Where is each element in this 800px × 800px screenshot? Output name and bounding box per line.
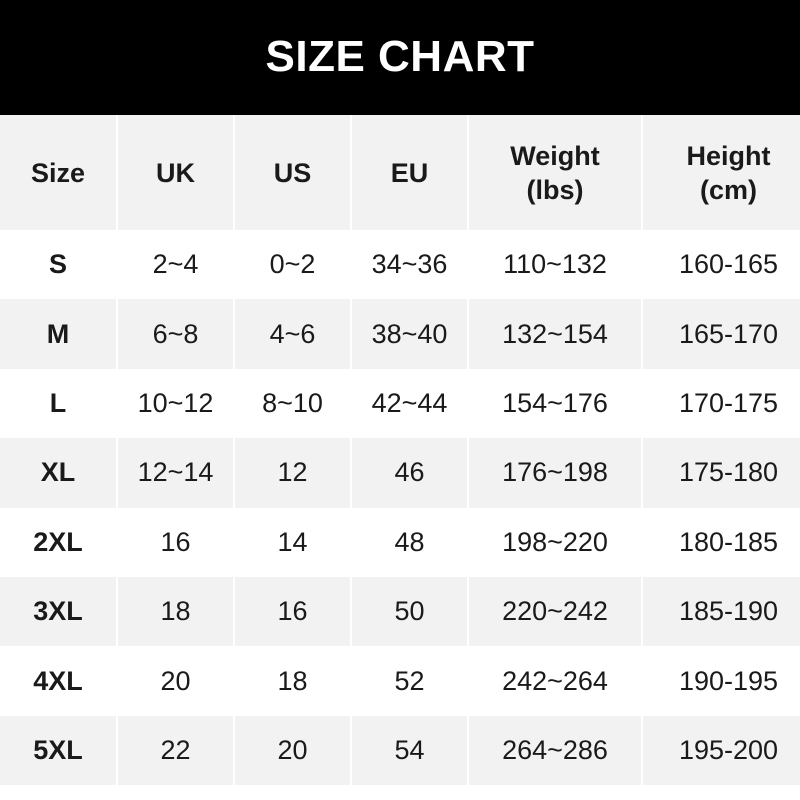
column-header-uk: UK	[118, 115, 233, 230]
table-row: M 6~8 4~6 38~40 132~154 165-170	[0, 299, 800, 369]
cell-eu: 50	[352, 576, 467, 647]
cell-weight: 264~286	[469, 715, 641, 786]
cell-height: 160-165	[643, 230, 800, 300]
cell-uk: 12~14	[118, 438, 233, 508]
size-chart-table: Size UK US EU Weight (lbs) Height (cm) S 2~4 0~2 3…	[0, 115, 800, 786]
column-header-label: Weight	[510, 140, 600, 171]
column-header-label: Size	[30, 157, 86, 188]
cell-height: 190-195	[643, 646, 800, 716]
cell-eu: 46	[352, 438, 467, 508]
cell-size: XL	[0, 438, 116, 508]
column-header-size: Size	[0, 115, 116, 230]
cell-us: 20	[235, 715, 350, 786]
cell-height: 170-175	[643, 368, 800, 439]
table-row: L 10~12 8~10 42~44 154~176 170-175	[0, 368, 800, 439]
column-header-label: Height	[686, 140, 771, 171]
table-row: 5XL 22 20 54 264~286 195-200	[0, 715, 800, 786]
cell-size: S	[0, 230, 116, 300]
cell-size: L	[0, 368, 116, 439]
cell-us: 12	[235, 438, 350, 508]
cell-size: 5XL	[0, 715, 116, 786]
column-header-eu: EU	[352, 115, 467, 230]
cell-uk: 22	[118, 715, 233, 786]
cell-eu: 34~36	[352, 230, 467, 300]
cell-height: 195-200	[643, 715, 800, 786]
column-header-label: US	[273, 157, 312, 188]
column-header-us: US	[235, 115, 350, 230]
table-row: XL 12~14 12 46 176~198 175-180	[0, 438, 800, 508]
cell-weight: 198~220	[469, 507, 641, 577]
column-header-label: (lbs)	[526, 174, 584, 205]
column-header-label: (cm)	[699, 174, 757, 205]
cell-weight: 110~132	[469, 230, 641, 300]
cell-us: 0~2	[235, 230, 350, 300]
table-row: 3XL 18 16 50 220~242 185-190	[0, 576, 800, 647]
column-header-label: UK	[156, 157, 195, 188]
cell-eu: 38~40	[352, 299, 467, 369]
cell-eu: 54	[352, 715, 467, 786]
cell-us: 16	[235, 576, 350, 647]
table-row: 4XL 20 18 52 242~264 190-195	[0, 646, 800, 716]
cell-uk: 18	[118, 576, 233, 647]
column-header-height: Height (cm)	[643, 115, 800, 230]
cell-height: 185-190	[643, 576, 800, 647]
cell-us: 8~10	[235, 368, 350, 439]
cell-weight: 220~242	[469, 576, 641, 647]
cell-uk: 16	[118, 507, 233, 577]
cell-height: 165-170	[643, 299, 800, 369]
table-row: S 2~4 0~2 34~36 110~132 160-165	[0, 230, 800, 300]
cell-eu: 48	[352, 507, 467, 577]
page-title: SIZE CHART	[265, 31, 535, 81]
header-row: Size UK US EU Weight (lbs) Height (cm)	[0, 115, 800, 230]
cell-size: 4XL	[0, 646, 116, 716]
column-header-label: EU	[390, 157, 429, 188]
cell-weight: 242~264	[469, 646, 641, 716]
cell-us: 14	[235, 507, 350, 577]
cell-size: M	[0, 299, 116, 369]
cell-height: 180-185	[643, 507, 800, 577]
cell-us: 18	[235, 646, 350, 716]
title-bar: SIZE CHART	[0, 0, 800, 115]
cell-weight: 154~176	[469, 368, 641, 439]
cell-uk: 10~12	[118, 368, 233, 439]
cell-uk: 6~8	[118, 299, 233, 369]
cell-us: 4~6	[235, 299, 350, 369]
cell-uk: 2~4	[118, 230, 233, 300]
table-row: 2XL 16 14 48 198~220 180-185	[0, 507, 800, 577]
cell-size: 3XL	[0, 576, 116, 647]
cell-uk: 20	[118, 646, 233, 716]
cell-weight: 132~154	[469, 299, 641, 369]
cell-weight: 176~198	[469, 438, 641, 508]
cell-eu: 52	[352, 646, 467, 716]
cell-height: 175-180	[643, 438, 800, 508]
cell-eu: 42~44	[352, 368, 467, 439]
column-header-weight: Weight (lbs)	[469, 115, 641, 230]
cell-size: 2XL	[0, 507, 116, 577]
